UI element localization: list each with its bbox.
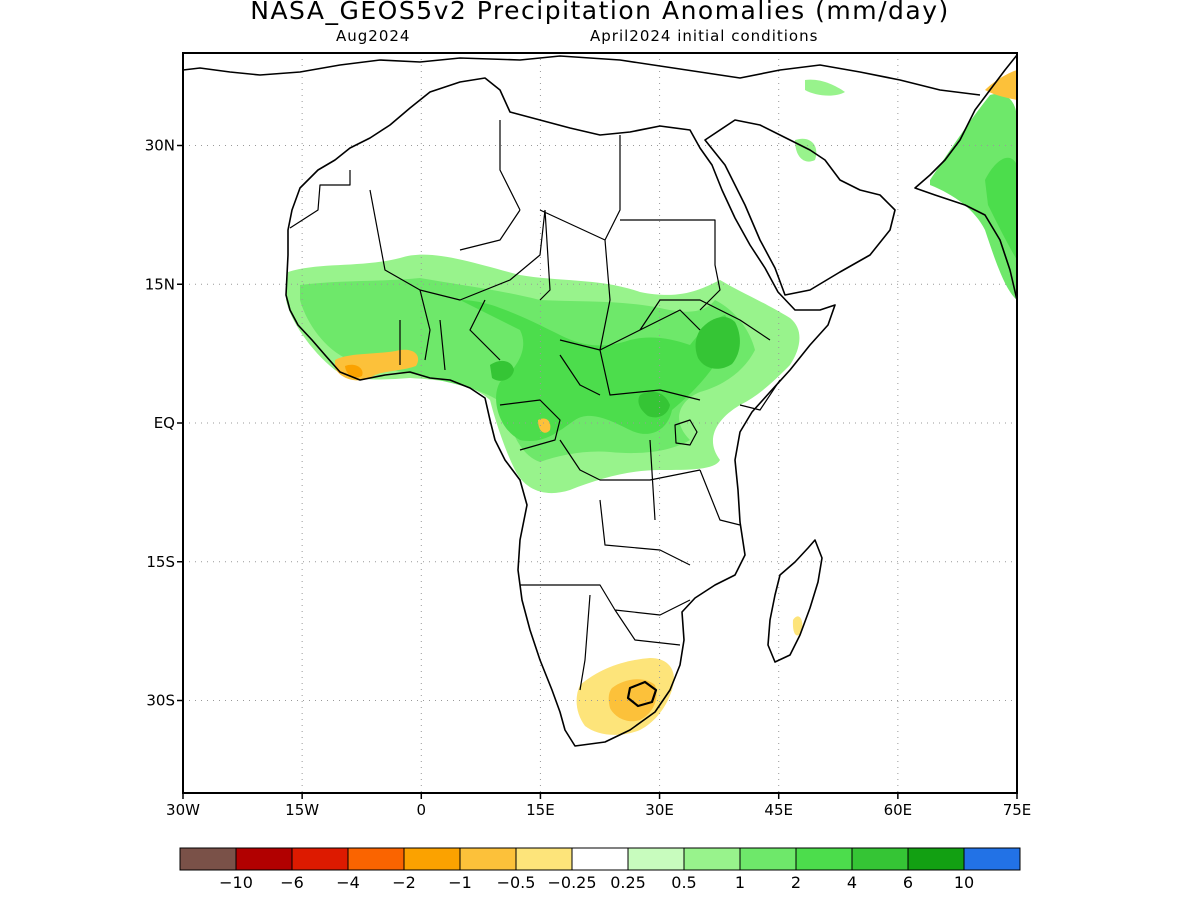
colorbar-label: 1 [735,873,745,892]
colorbar-swatch [627,847,685,871]
colorbar-label: 10 [954,873,974,892]
gabon-dry-anomaly [538,418,551,433]
lon-tick-label: 30W [166,801,200,819]
colorbar-swatch [851,847,909,871]
colorbar-label: −0.25 [547,873,596,892]
lat-tick-label: EQ [154,414,175,432]
colorbar-label: −2 [392,873,416,892]
africa-coastline [285,77,836,747]
colorbar-label: −6 [280,873,304,892]
anomaly-shading [286,70,1017,735]
lat-tick-label: 15N [145,275,175,293]
colorbar: −10 −6 −4 −2 −1 −0.5 −0.25 0.25 0.5 1 2 4 6 10 [179,847,1021,892]
colorbar-swatch [963,847,1021,871]
mediterranean-north-coast [183,55,981,96]
initial-conditions-label: April2024 initial conditions [590,27,819,45]
axis-labels: 30W 15W 0 15E 30E 45E 60E 75E 30N 15N EQ 15S 30S [145,137,1032,820]
colorbar-swatch [403,847,461,871]
colorbar-swatch [179,847,237,871]
lat-tick-label: 30N [145,137,175,155]
colorbar-label: −0.5 [497,873,536,892]
lon-tick-label: 15E [526,801,555,819]
ethiopia-wet-anomaly [695,316,740,369]
colorbar-swatch [795,847,853,871]
colorbar-label: −10 [219,873,253,892]
nigeria-wet-core [490,360,514,381]
congo-wet-core [638,391,670,418]
lon-tick-label: 30E [645,801,674,819]
colorbar-label: −1 [448,873,472,892]
forecast-month-label: Aug2024 [336,27,411,45]
india-wet-anomaly [930,93,1017,300]
colorbar-swatch [235,847,293,871]
colorbar-swatch [515,847,573,871]
colorbar-swatch [683,847,741,871]
south-africa-dry-core [608,679,657,722]
colorbar-swatch [291,847,349,871]
colorbar-label: 0.5 [671,873,696,892]
colorbar-swatch [459,847,517,871]
colorbar-swatch [571,847,629,871]
arabian-peninsula-coastline [704,119,896,296]
lat-tick-label: 30S [146,692,175,710]
pakistan-dry-anomaly [985,70,1017,100]
lat-tick-label: 15S [146,553,175,571]
colorbar-swatch [907,847,965,871]
gridlines [183,53,1017,793]
west-africa-dry-core [345,364,363,378]
india-coastline [914,54,1017,301]
mediterranean-wet-anomaly [805,79,845,96]
colorbar-swatch [347,847,405,871]
colorbar-label: −4 [336,873,360,892]
colorbar-label: 2 [791,873,801,892]
map-title: NASA_GEOS5v2 Precipitation Anomalies (mm… [250,0,950,25]
lon-tick-label: 45E [764,801,793,819]
colorbar-label: 4 [847,873,857,892]
india-wet-core [985,157,1017,260]
lon-tick-label: 60E [884,801,913,819]
lesotho-border [626,680,658,708]
arabia-wet-anomaly [795,138,817,162]
colorbar-label: 0.25 [610,873,646,892]
lon-tick-label: 75E [1003,801,1032,819]
country-borders [289,120,781,691]
lon-tick-label: 15W [285,801,319,819]
madagascar-dry-anomaly [792,616,803,636]
lon-tick-label: 0 [417,801,427,819]
colorbar-swatch [739,847,797,871]
colorbar-label: 6 [903,873,913,892]
lake-victoria [674,419,698,446]
coastlines [183,54,1017,747]
madagascar-coastline [767,539,823,663]
